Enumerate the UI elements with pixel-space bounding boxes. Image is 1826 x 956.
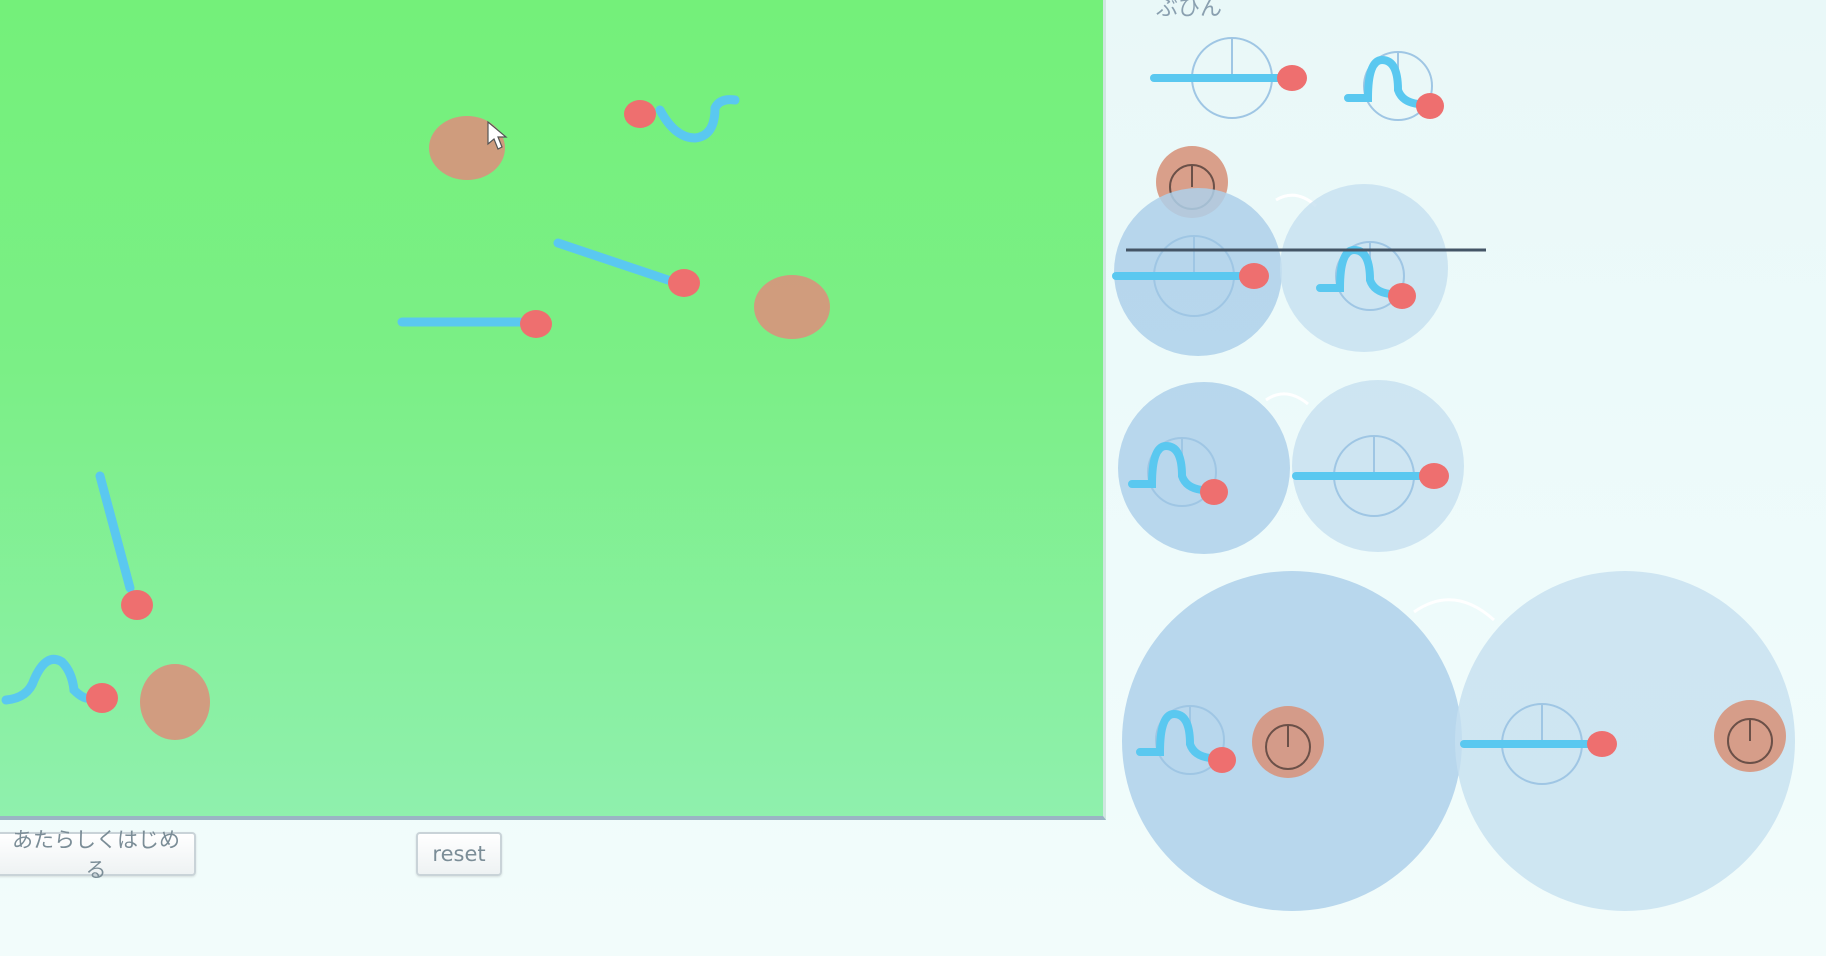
legend-cell-large [1455,571,1795,911]
creature-straight [95,471,153,620]
food-blob [140,664,210,740]
creature-straight [397,310,552,338]
arrow-icon [1265,392,1309,406]
legend-cell [1114,188,1282,356]
food-blob [754,275,830,339]
food-blob [429,116,505,180]
simulation-canvas[interactable] [0,0,1106,820]
legend-cell [1280,184,1448,352]
cursor-icon [487,120,508,150]
legend-cell-large [1122,571,1462,911]
creature-wavy [624,95,740,143]
legend-part-straight [1154,38,1307,118]
legend-cell [1118,382,1290,554]
legend-cell [1292,380,1464,552]
legend-diagram [1106,0,1795,911]
creature-straight [553,238,700,297]
legend-part-bent [1348,52,1444,120]
legend-title: ぶひん [1156,0,1223,21]
creature-hump [1,654,118,713]
simulation-drawing [1,95,830,740]
parts-legend-panel: ぶひん [1106,0,1826,956]
reset-button[interactable]: reset [416,832,502,876]
start-new-button[interactable]: あたらしくはじめる [0,828,196,882]
arrow-icon [1413,598,1496,622]
